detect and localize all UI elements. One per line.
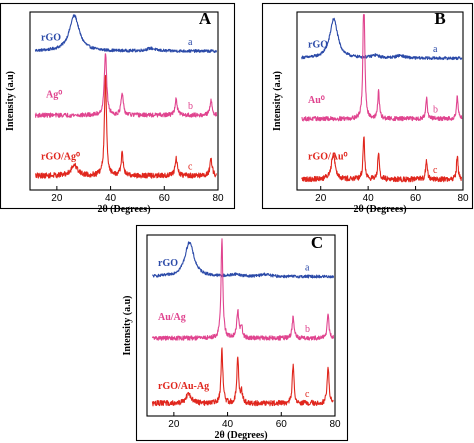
x-tick-label: 60 — [159, 193, 171, 204]
y-axis-label: Intensity (a.u) — [122, 295, 133, 355]
series-line-c — [301, 136, 463, 183]
curve-letter-c: c — [188, 162, 193, 173]
x-tick-label: 60 — [276, 419, 288, 430]
curve-letter-c: c — [305, 389, 310, 400]
panel-letter: B — [434, 9, 445, 28]
x-axis-label: 2θ (Degrees) — [97, 204, 150, 215]
series-label: Au⁰ — [308, 95, 325, 106]
y-axis-label: Intensity (a.u) — [5, 71, 16, 131]
x-tick-label: 80 — [457, 193, 469, 204]
panel-letter: C — [311, 233, 323, 252]
series-line-b — [151, 238, 335, 341]
x-tick-label: 40 — [222, 419, 234, 430]
plot-area — [29, 11, 219, 191]
series-label: rGO — [41, 32, 61, 43]
x-tick-label: 80 — [212, 193, 224, 204]
x-tick-label: 80 — [329, 419, 341, 430]
x-tick-label: 20 — [315, 193, 327, 204]
y-axis-label: Intensity (a.u) — [272, 71, 283, 131]
curve-letter-c: c — [433, 165, 438, 176]
curve-letter-b: b — [188, 101, 193, 112]
series-label: rGO — [158, 258, 178, 269]
series-line-a — [301, 17, 463, 61]
x-axis-label: 2θ (Degrees) — [214, 430, 267, 441]
x-axis-label: 2θ (Degrees) — [353, 204, 406, 215]
plot-area — [146, 234, 336, 417]
curve-letter-b: b — [305, 324, 310, 335]
panel-letter: A — [199, 9, 212, 28]
series-line-a — [152, 241, 335, 279]
series-label: rGO — [308, 40, 328, 51]
panel-border — [0, 2, 236, 210]
series-label: rGO/Ag⁰ — [41, 152, 80, 163]
x-tick-label: 40 — [363, 193, 375, 204]
x-tick-label: 20 — [51, 193, 63, 204]
panel-border — [135, 224, 349, 442]
series-line-a — [34, 14, 218, 54]
series-label: Au/Ag — [158, 312, 186, 323]
series-line-b — [34, 53, 218, 118]
x-tick-label: 60 — [410, 193, 422, 204]
curve-letter-a: a — [433, 44, 438, 55]
series-line-b — [301, 14, 463, 122]
curve-letter-a: a — [305, 262, 310, 273]
series-label: rGO/Au⁰ — [308, 152, 348, 163]
curve-letter-b: b — [433, 105, 438, 116]
plot-area — [296, 11, 464, 191]
x-tick-label: 20 — [168, 419, 180, 430]
series-line-c — [34, 74, 218, 179]
series-label: rGO/Au-Ag — [158, 381, 209, 392]
panel-border — [261, 2, 474, 210]
series-line-c — [151, 347, 334, 407]
series-label: Ag⁰ — [46, 89, 62, 100]
curve-letter-a: a — [188, 37, 193, 48]
x-tick-label: 40 — [105, 193, 117, 204]
